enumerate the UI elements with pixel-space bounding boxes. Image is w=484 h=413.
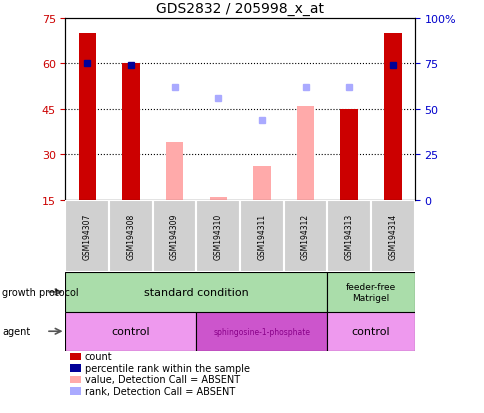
Bar xyxy=(209,197,227,200)
Text: count: count xyxy=(85,351,112,361)
Bar xyxy=(196,312,327,351)
Text: GSM194307: GSM194307 xyxy=(83,213,91,260)
Bar xyxy=(370,200,414,273)
Bar xyxy=(109,200,152,273)
Text: standard condition: standard condition xyxy=(144,287,248,297)
Bar xyxy=(78,34,96,200)
Text: feeder-free
Matrigel: feeder-free Matrigel xyxy=(345,282,395,302)
Bar xyxy=(65,273,327,312)
Text: GSM194308: GSM194308 xyxy=(126,214,135,259)
Text: percentile rank within the sample: percentile rank within the sample xyxy=(85,363,249,373)
Bar xyxy=(327,273,414,312)
Bar xyxy=(65,200,109,273)
Text: value, Detection Call = ABSENT: value, Detection Call = ABSENT xyxy=(85,375,240,385)
Bar xyxy=(383,34,401,200)
Text: sphingosine-1-phosphate: sphingosine-1-phosphate xyxy=(213,327,310,336)
Text: GSM194311: GSM194311 xyxy=(257,214,266,259)
Bar xyxy=(196,200,240,273)
Bar xyxy=(166,143,183,200)
Bar xyxy=(327,312,414,351)
Text: GSM194310: GSM194310 xyxy=(213,214,222,259)
Bar xyxy=(122,64,139,200)
Text: GSM194314: GSM194314 xyxy=(388,214,396,259)
Bar xyxy=(65,312,196,351)
Text: agent: agent xyxy=(2,326,30,337)
Text: GSM194313: GSM194313 xyxy=(344,214,353,259)
Text: control: control xyxy=(351,326,390,337)
Bar xyxy=(327,200,370,273)
Bar xyxy=(240,200,283,273)
Bar xyxy=(152,200,196,273)
Text: GSM194309: GSM194309 xyxy=(170,213,179,260)
Bar xyxy=(296,107,314,200)
Bar xyxy=(253,167,270,200)
Text: GSM194312: GSM194312 xyxy=(301,214,309,259)
Text: rank, Detection Call = ABSENT: rank, Detection Call = ABSENT xyxy=(85,386,235,396)
Text: control: control xyxy=(111,326,150,337)
Text: growth protocol: growth protocol xyxy=(2,287,79,297)
Bar xyxy=(283,200,327,273)
Title: GDS2832 / 205998_x_at: GDS2832 / 205998_x_at xyxy=(156,2,323,16)
Bar xyxy=(340,109,357,200)
